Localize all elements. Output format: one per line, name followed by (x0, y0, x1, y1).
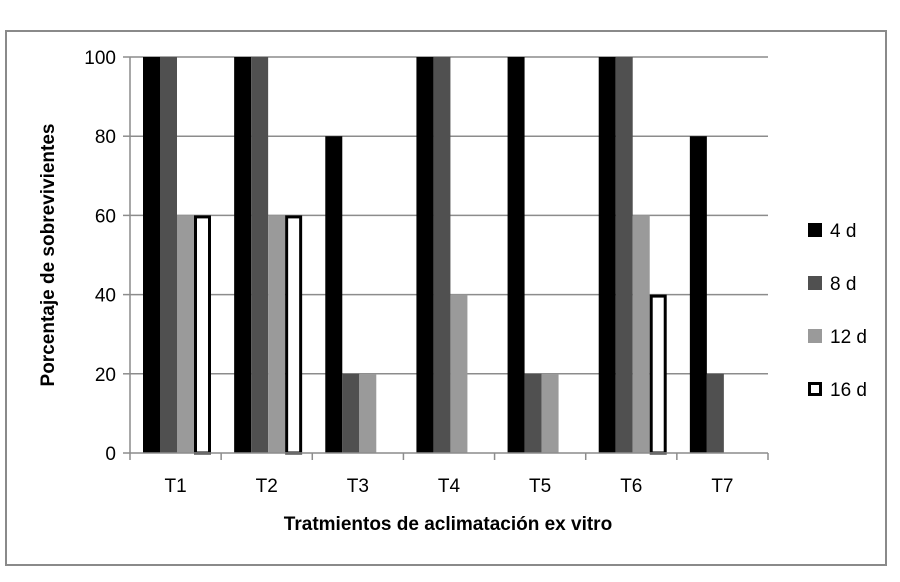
bar-T6-8d (615, 57, 633, 453)
x-tick-label: T7 (711, 476, 733, 497)
y-tick-label: 40 (95, 286, 116, 307)
legend-swatch (808, 382, 822, 396)
x-tick-label: T6 (620, 476, 642, 497)
bar-T2-8d (251, 57, 269, 453)
bar-T3-12d (359, 373, 377, 453)
y-tick-label: 100 (84, 48, 116, 69)
bar-T1-16d (194, 215, 211, 455)
bar-T4-4d (416, 57, 434, 453)
x-tick-label: T4 (438, 476, 461, 497)
bar-T3-8d (342, 373, 360, 453)
x-tick-labels: T1 T2 T3 T4 T5 T6 T7 (164, 476, 733, 497)
bar-T2-16d (285, 215, 303, 455)
legend-label: 4 d (830, 221, 856, 242)
legend: 4 d 8 d 12 d 16 d (808, 221, 867, 401)
legend-swatch (808, 276, 822, 290)
axes (123, 56, 769, 460)
y-tick-label: 0 (105, 444, 116, 465)
bar-T5-12d (541, 373, 559, 453)
bar-T7-4d (689, 136, 707, 453)
bar-T1-8d (160, 57, 177, 453)
x-tick-label: T3 (347, 476, 369, 497)
bar-T1-4d (143, 57, 160, 453)
bar-T1-12d (177, 215, 194, 453)
bar-T5-4d (507, 57, 525, 453)
bar-T4-8d (433, 57, 451, 453)
legend-label: 16 d (830, 380, 867, 401)
y-tick-label: 60 (95, 206, 116, 227)
y-tick-label: 20 (95, 365, 116, 386)
bar-T2-12d (268, 215, 286, 453)
x-tick-label: T5 (529, 476, 551, 497)
legend-swatch (808, 329, 822, 343)
y-tick-label: 80 (95, 127, 116, 148)
chart-frame (5, 30, 887, 566)
bar-T2-4d (234, 57, 252, 453)
bar-T6-16d (649, 294, 667, 455)
bar-T7-8d (706, 373, 724, 453)
bar-T4-12d (450, 294, 468, 453)
y-axis-title: Porcentaje de sobrevivientes (38, 124, 59, 387)
bar-T3-4d (325, 136, 343, 453)
bar-T6-4d (598, 57, 616, 453)
x-tick-label: T2 (256, 476, 278, 497)
legend-label: 12 d (830, 327, 867, 348)
x-axis-title: Tratmientos de aclimatación ex vitro (284, 514, 612, 535)
bars (143, 57, 724, 455)
bar-T5-8d (524, 373, 542, 453)
x-tick-label: T1 (164, 476, 186, 497)
y-tick-labels: 0 20 40 60 80 100 (84, 48, 116, 465)
legend-swatch (808, 223, 822, 237)
bar-T6-12d (632, 215, 650, 453)
legend-label: 8 d (830, 274, 856, 295)
